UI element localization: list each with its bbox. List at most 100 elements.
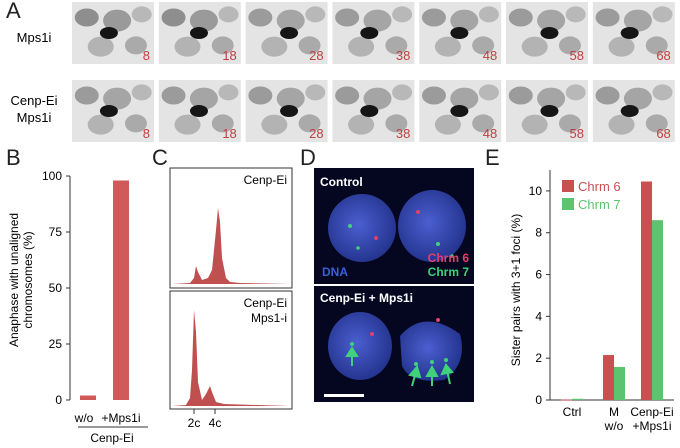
ytick-label: 0 (535, 393, 542, 407)
chart-e-bars (561, 181, 663, 401)
chart-e: Sister pairs with 3+1 foci (%) 0 2 4 6 8 10 C… (509, 170, 674, 433)
panel-a-timelapse: Mps1i Cenp-Ei Mps1i 8 18 28 38 48 58 68 8 18 28 3… (11, 2, 675, 142)
bar (652, 220, 663, 400)
bar (614, 366, 625, 400)
legend-swatch-chrm6 (562, 180, 574, 192)
x-category-label: w/o (604, 419, 624, 433)
frame-time-label: 58 (570, 126, 584, 141)
x-category-label: +Mps1i (101, 411, 140, 425)
svg-text:Anaphase with unaligned: Anaphase with unaligned (7, 213, 21, 347)
ytick-label: 25 (49, 337, 63, 351)
frame-time-label: 28 (309, 48, 323, 63)
svg-text:Mps1i: Mps1i (17, 30, 52, 45)
legend-chrm7: Chrm 7 (428, 265, 470, 279)
panel-label-a: A (6, 0, 21, 23)
frame-time-label: 48 (483, 126, 497, 141)
timelapse-frame: 68 (592, 2, 675, 64)
hist1-label: Cenp-Ei (244, 173, 287, 187)
ytick-label: 75 (49, 225, 63, 239)
histogram-cenp-ei-mps1-i: Cenp-Ei Mps1-i (169, 290, 293, 410)
timelapse-frame: 38 (332, 80, 415, 142)
ytick-label: 50 (49, 281, 63, 295)
chart-c: Cenp-Ei Cenp-Ei Mps1-i 2c 4c (169, 167, 293, 430)
timelapse-frame: 58 (506, 80, 588, 142)
panel-label-e: E (485, 145, 500, 170)
timelapse-frame: 18 (158, 80, 241, 142)
svg-text:Cenp-Ei: Cenp-Ei (11, 93, 58, 108)
fish-control-title: Control (320, 175, 363, 189)
xtick-4c: 4c (209, 416, 222, 430)
green-arrows (345, 346, 454, 387)
x-category-label: Ctrl (563, 405, 582, 419)
frame-time-label: 58 (570, 48, 584, 63)
panel-label-d: D (300, 145, 316, 170)
frame-time-label: 8 (143, 126, 150, 141)
timelapse-frame: 48 (419, 2, 502, 64)
ytick-label: 0 (55, 393, 62, 407)
timelapse-frame: 18 (158, 2, 241, 64)
chart-b-ylabel: Anaphase with unaligned chromosomes (%) (7, 213, 35, 347)
fish-cenp-ei-mps1i-title: Cenp-Ei + Mps1i (320, 291, 413, 305)
xtick-2c: 2c (188, 416, 201, 430)
nucleus (328, 194, 396, 262)
frame-time-label: 38 (396, 126, 410, 141)
timelapse-frame: 8 (72, 2, 154, 64)
nucleus (398, 190, 466, 262)
ytick-label: 8 (535, 226, 542, 240)
frame-time-label: 18 (222, 126, 236, 141)
scale-bar (324, 394, 364, 397)
chart-e-xlabels: Ctrl Mw/o Cenp-Ei+Mps1i (563, 405, 674, 433)
chart-e-legend: Chrm 6 Chrm 7 (562, 179, 621, 212)
x-category-label: Cenp-Ei (630, 405, 673, 419)
frame-time-label: 18 (222, 48, 236, 63)
ytick-label: 2 (535, 351, 542, 365)
chart-b-bars (80, 180, 129, 400)
row-label-cenp-ei-mps1i: Cenp-Ei Mps1i (11, 93, 58, 125)
bar (80, 395, 96, 400)
histogram-cenp-ei: Cenp-Ei (169, 167, 293, 289)
bar (641, 181, 652, 400)
timelapse-frame: 38 (332, 2, 415, 64)
chart-e-ylabel: Sister pairs with 3+1 foci (%) (509, 214, 523, 366)
svg-text:chromosomes (%): chromosomes (%) (21, 231, 35, 328)
timelapse-frame: 58 (506, 2, 588, 64)
ytick-label: 10 (529, 184, 543, 198)
legend-label-chrm7: Chrm 7 (578, 197, 621, 212)
frame-time-label: 48 (483, 48, 497, 63)
hist2-label-line1: Cenp-Ei (244, 296, 287, 310)
ytick-label: 6 (535, 268, 542, 282)
frames-row-cenp-ei-mps1i: 8 18 28 38 48 58 68 (72, 80, 675, 142)
legend-dna: DNA (322, 265, 348, 279)
legend-label-chrm6: Chrm 6 (578, 179, 621, 194)
timelapse-frame: 28 (245, 80, 328, 142)
svg-text:Mps1i: Mps1i (17, 110, 52, 125)
frames-row-mps1i: 8 18 28 38 48 58 68 (72, 2, 675, 64)
ytick-label: 4 (535, 309, 542, 323)
x-category-label: +Mps1i (632, 419, 671, 433)
bar (113, 180, 129, 400)
timelapse-frame: 68 (592, 80, 675, 142)
panel-label-c: C (152, 145, 168, 170)
row-label-mps1i: Mps1i (17, 30, 52, 45)
timelapse-frame: 48 (419, 80, 502, 142)
chart-b-xlabels: w/o +Mps1i (74, 411, 141, 425)
bar (603, 355, 614, 400)
frame-time-label: 28 (309, 126, 323, 141)
ytick-label: 100 (42, 169, 62, 183)
bar (561, 399, 572, 401)
chart-b-yticks: 0 25 50 75 100 (42, 169, 70, 407)
panel-label-b: B (6, 145, 21, 170)
x-category-label: M (609, 405, 619, 419)
timelapse-frame: 28 (245, 2, 328, 64)
nucleus (328, 312, 392, 380)
hist2-label-line2: Mps1-i (251, 311, 287, 325)
chart-b: Anaphase with unaligned chromosomes (%) … (7, 169, 148, 445)
frame-time-label: 68 (656, 126, 670, 141)
legend-chrm6: Chrm 6 (428, 251, 470, 265)
timelapse-frame: 8 (72, 80, 154, 142)
frame-time-label: 8 (143, 48, 150, 63)
x-category-label: w/o (74, 411, 94, 425)
chart-b-group-label: Cenp-Ei (90, 431, 133, 445)
frame-time-label: 38 (396, 48, 410, 63)
legend-swatch-chrm7 (562, 198, 574, 210)
